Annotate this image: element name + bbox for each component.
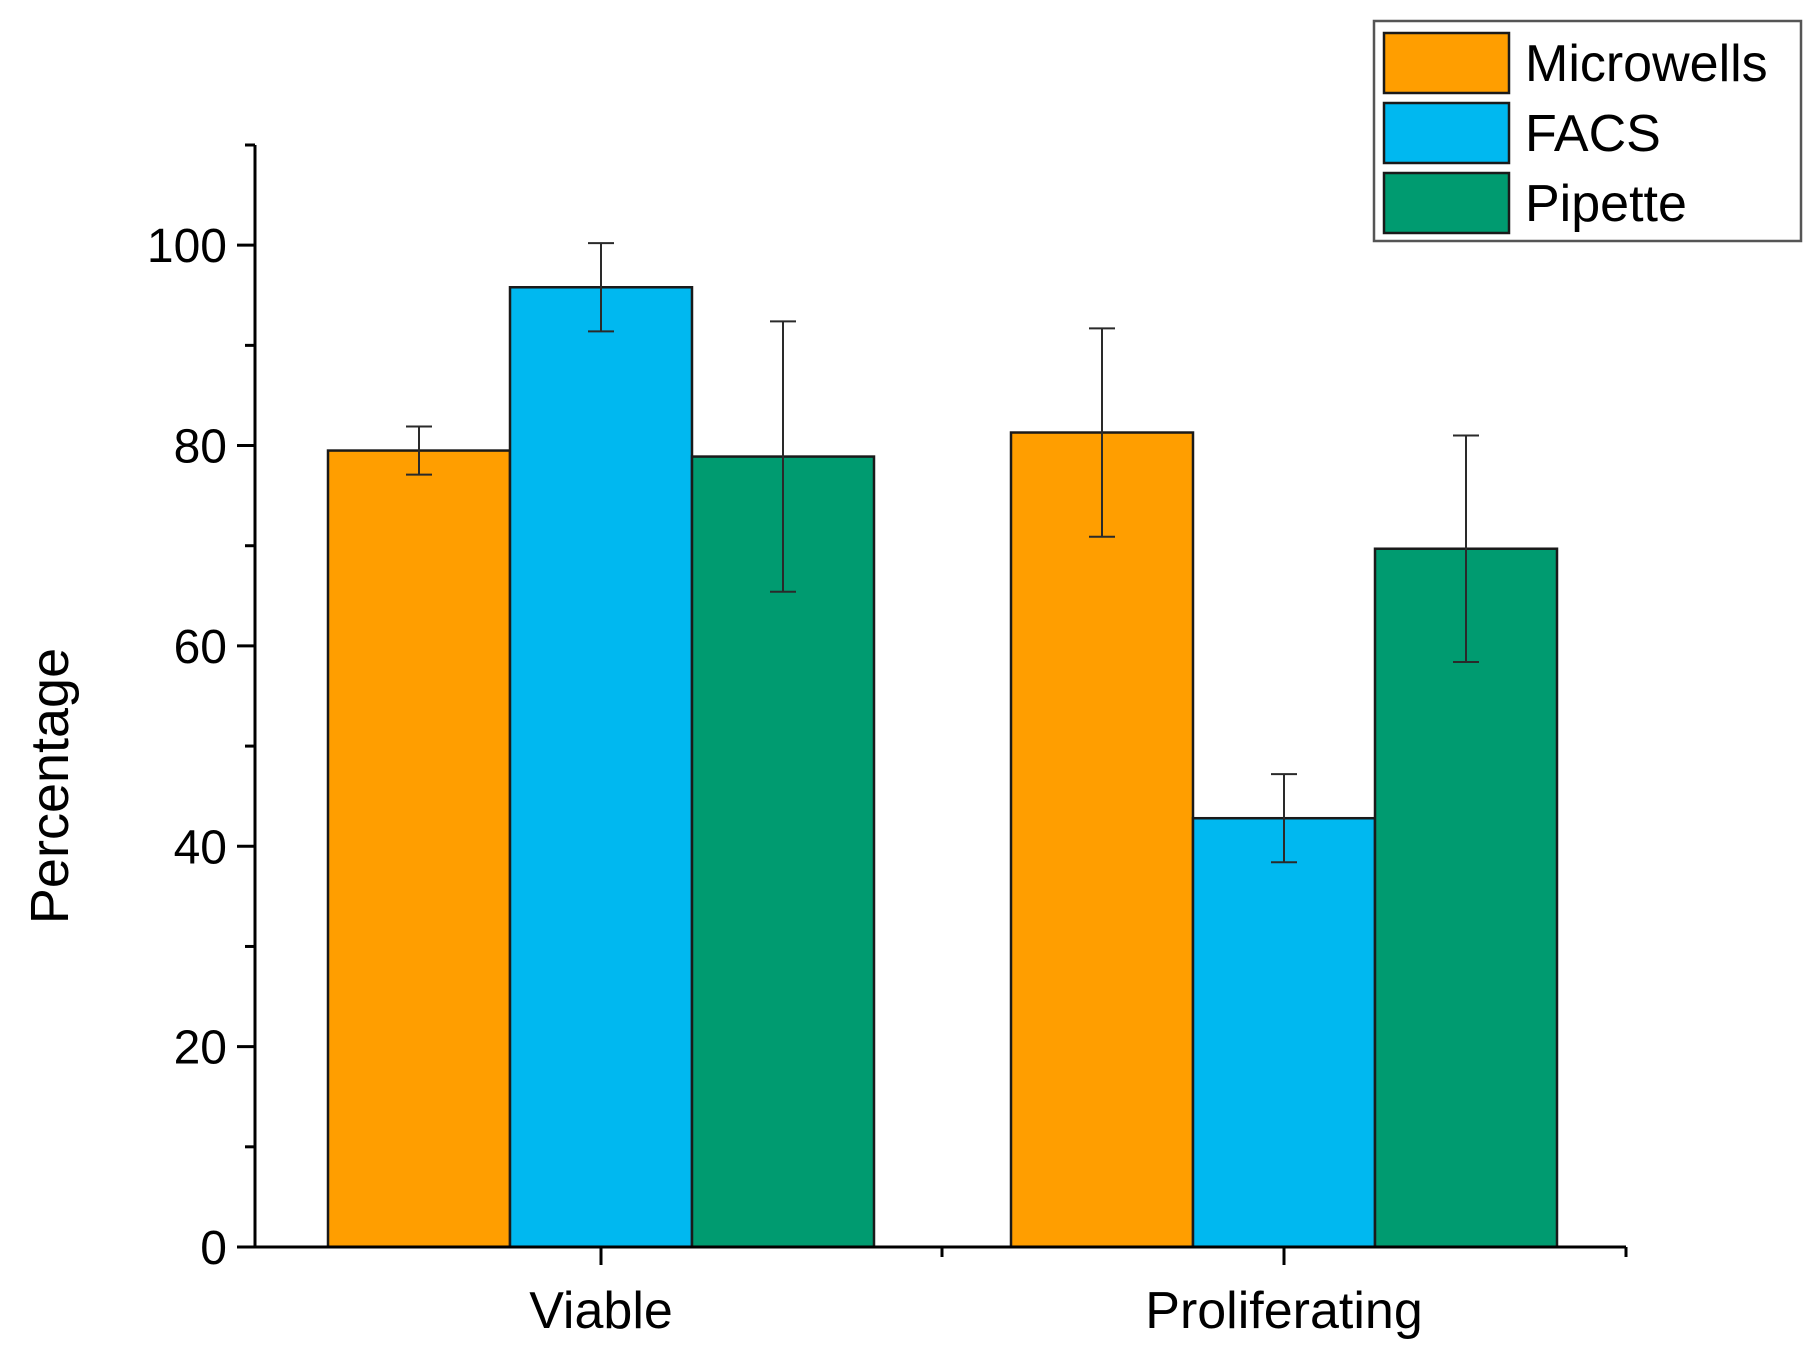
x-category-label-proliferating: Proliferating <box>1145 1282 1422 1340</box>
bar-microwells-viable <box>326 449 512 1249</box>
y-tick-label: 0 <box>200 1222 227 1275</box>
legend: Microwells FACS Pipette <box>1372 19 1803 243</box>
bars-layer <box>326 286 1559 1249</box>
bar-facs-proliferating <box>1191 816 1377 1249</box>
error-bar-facs-proliferating <box>1271 773 1297 864</box>
legend-label-facs: FACS <box>1525 105 1661 163</box>
bar-pipette-proliferating <box>1373 547 1559 1249</box>
legend-label-pipette: Pipette <box>1525 175 1687 233</box>
x-category-label-viable: Viable <box>529 1282 673 1340</box>
y-tick-label: 80 <box>174 421 227 474</box>
bar-microwells-proliferating <box>1009 431 1195 1249</box>
y-tick-labels: 0 20 40 60 80 100 <box>147 220 227 1275</box>
error-bar-microwells-viable <box>406 425 432 476</box>
error-bar-facs-viable <box>588 242 614 333</box>
legend-swatch-pipette <box>1382 171 1511 235</box>
error-bar-microwells-proliferating <box>1089 327 1115 538</box>
error-bar-pipette-viable <box>770 320 796 593</box>
y-axis-label: Percentage <box>20 648 80 924</box>
legend-swatch-facs <box>1382 101 1511 165</box>
x-category-labels: Viable Proliferating <box>529 1282 1423 1340</box>
y-tick-label: 60 <box>174 621 227 674</box>
y-tick-label: 20 <box>174 1022 227 1075</box>
axes-layer <box>237 143 1628 1265</box>
y-tick-label: 40 <box>174 821 227 874</box>
error-bars-layer <box>406 242 1479 864</box>
legend-label-microwells: Microwells <box>1525 35 1768 93</box>
y-tick-label: 100 <box>147 220 227 273</box>
bar-facs-viable <box>508 286 694 1249</box>
legend-swatch-microwells <box>1382 31 1511 95</box>
error-bar-pipette-proliferating <box>1453 434 1479 663</box>
